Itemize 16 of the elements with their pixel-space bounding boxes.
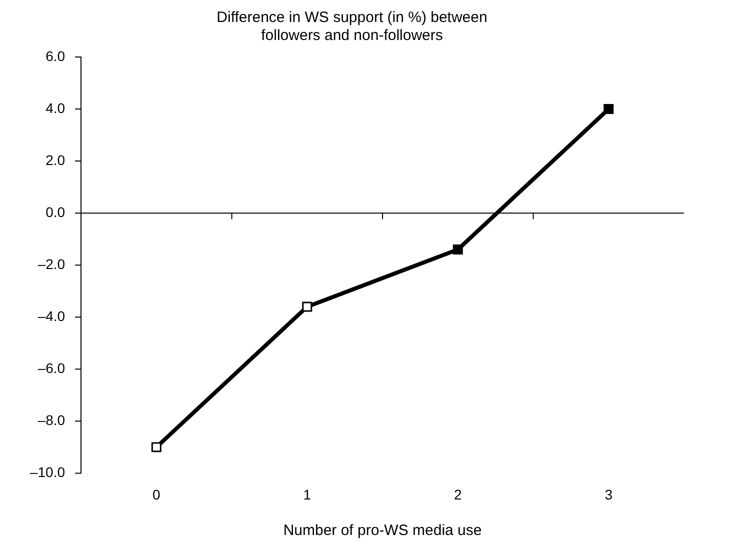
y-tick-label: 0.0 [46, 204, 66, 220]
text: Difference in WS support (in %) between [216, 9, 488, 26]
y-tick-label: 2.0 [46, 152, 66, 168]
y-tick-label: 4.0 [46, 100, 66, 116]
y-tick-label: 6.0 [46, 48, 66, 64]
x-tick-label: 3 [604, 486, 613, 502]
y-tick-label: –10.0 [30, 464, 66, 480]
y-tick-label: –4.0 [38, 308, 66, 324]
x-axis-title: Number of pro-WS media use [283, 522, 482, 540]
y-tick-label: –2.0 [38, 256, 66, 272]
y-tick-label: –6.0 [38, 360, 66, 376]
text: followers and non-followers [261, 27, 443, 44]
x-tick-label: 1 [303, 486, 312, 502]
x-tick-label: 0 [152, 486, 161, 502]
x-tick-label: 2 [454, 486, 462, 502]
y-tick-label: –8.0 [38, 412, 66, 428]
